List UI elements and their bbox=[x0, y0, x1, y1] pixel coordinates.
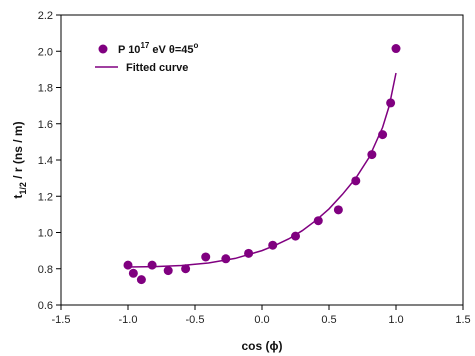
data-point bbox=[378, 130, 388, 140]
x-tick-label: -1.0 bbox=[119, 314, 138, 326]
y-tick-label: 0.6 bbox=[38, 300, 53, 312]
data-point bbox=[123, 260, 133, 270]
x-axis-title: cos (ϕ) bbox=[242, 339, 283, 353]
data-point bbox=[386, 98, 396, 108]
data-point bbox=[391, 44, 401, 54]
legend-label-fit: Fitted curve bbox=[126, 62, 188, 74]
y-tick-label: 0.8 bbox=[38, 264, 53, 276]
data-point bbox=[313, 216, 323, 226]
legend-marker-icon bbox=[98, 44, 108, 54]
data-point bbox=[181, 264, 191, 274]
legend: P 1017 eV θ=45o Fitted curve bbox=[95, 41, 199, 74]
data-point bbox=[201, 252, 211, 262]
legend-label-scatter: P 1017 eV θ=45o bbox=[118, 41, 199, 56]
data-point bbox=[333, 205, 343, 215]
x-tick-label: 0.0 bbox=[254, 314, 269, 326]
data-point bbox=[221, 254, 231, 264]
data-point bbox=[244, 248, 254, 258]
y-tick-label: 2.2 bbox=[38, 10, 53, 22]
y-tick-label: 1.4 bbox=[38, 155, 53, 167]
x-tick-label: 1.0 bbox=[388, 314, 403, 326]
data-points-layer bbox=[123, 44, 401, 285]
data-point bbox=[163, 266, 173, 276]
data-point bbox=[128, 268, 138, 278]
axes: -1.5 -1.0 -0.5 0.0 0.5 1.0 1.5 0.6 0.8 1.0 1.2 1.4 1… bbox=[38, 10, 471, 326]
x-tick-label: 0.5 bbox=[321, 314, 336, 326]
fitted-curve-layer bbox=[127, 72, 397, 268]
plot-frame bbox=[60, 14, 464, 306]
x-tick-label: -1.5 bbox=[52, 314, 71, 326]
data-point bbox=[351, 176, 361, 186]
data-point bbox=[136, 275, 146, 285]
y-tick-label: 1.8 bbox=[38, 83, 53, 95]
y-tick-label: 2.0 bbox=[38, 46, 53, 58]
data-point bbox=[268, 240, 278, 250]
y-tick-label: 1.0 bbox=[38, 228, 53, 240]
data-point bbox=[147, 260, 157, 270]
y-tick-label: 1.6 bbox=[38, 119, 53, 131]
fitted-curve-line bbox=[127, 72, 397, 268]
x-tick-label: 1.5 bbox=[455, 314, 470, 326]
y-axis-title: t1/2 / r (ns / m) bbox=[11, 121, 28, 198]
data-point bbox=[291, 231, 300, 241]
y-tick-label: 1.2 bbox=[38, 191, 53, 203]
data-point bbox=[367, 150, 377, 160]
x-tick-label: -0.5 bbox=[186, 314, 205, 326]
